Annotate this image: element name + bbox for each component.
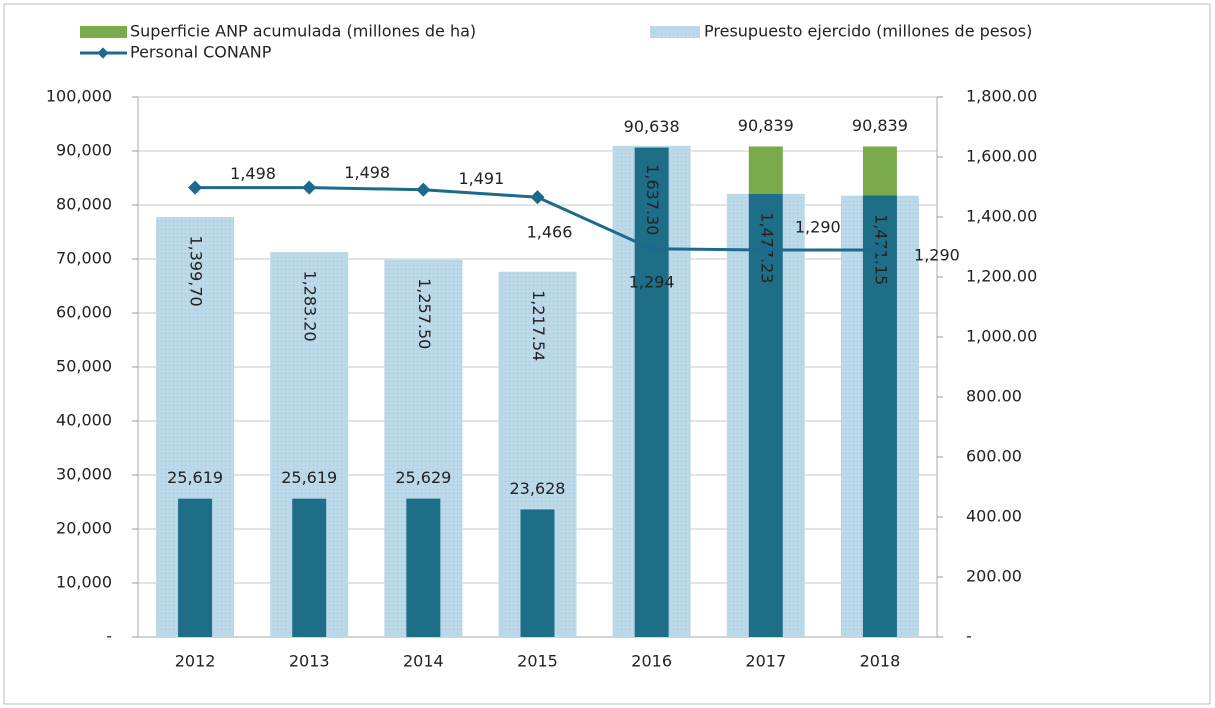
area-bar <box>292 498 327 637</box>
area-value-label: 90,839 <box>852 116 908 135</box>
frame <box>3 3 1211 705</box>
y-tick-label: 90,000 <box>56 141 112 160</box>
y-tick-label: 100,000 <box>46 87 112 106</box>
y-tick-label: 40,000 <box>56 411 112 430</box>
y-tick-label: - <box>106 627 112 646</box>
legend-swatch <box>650 26 700 38</box>
x-tick-label: 2017 <box>745 652 786 671</box>
budget-value-label: 1,399,70 <box>187 235 206 306</box>
y2-tick-label: 1,800.00 <box>966 87 1037 106</box>
staff-value-label: 1,466 <box>527 223 573 242</box>
area-value-label: 25,619 <box>167 468 223 487</box>
area-bar <box>406 498 441 637</box>
x-tick-label: 2014 <box>403 652 444 671</box>
area-bar <box>634 147 669 637</box>
staff-value-label: 1,294 <box>629 272 675 291</box>
area-bar <box>748 146 783 637</box>
staff-value-label: 1,290 <box>914 246 960 265</box>
y2-tick-label: 1,200.00 <box>966 267 1037 286</box>
y2-tick-label: - <box>966 627 972 646</box>
staff-marker <box>758 242 773 258</box>
area-bar <box>862 146 897 637</box>
x-tick-label: 2018 <box>860 652 901 671</box>
legend-label: Personal CONANP <box>130 43 272 62</box>
staff-marker <box>302 180 317 195</box>
y2-tick-label: 1,600.00 <box>966 147 1037 166</box>
staff-value-label: 1,491 <box>458 169 504 188</box>
area-value-label: 23,628 <box>510 479 566 498</box>
budget-value-label: 1,283.20 <box>301 270 320 341</box>
staff-marker <box>188 180 203 195</box>
staff-value-label: 1,498 <box>344 163 390 182</box>
legend-marker <box>97 47 109 59</box>
y-tick-label: 30,000 <box>56 465 112 484</box>
area-value-label: 25,629 <box>395 468 451 487</box>
area-value-label: 90,839 <box>738 116 794 135</box>
area-value-label: 90,638 <box>624 117 680 136</box>
y-tick-label: 80,000 <box>56 195 112 214</box>
staff-value-label: 1,498 <box>230 164 276 183</box>
legend-swatch <box>80 26 127 38</box>
staff-marker <box>416 182 431 197</box>
x-tick-label: 2013 <box>289 652 330 671</box>
staff-marker <box>872 242 887 258</box>
y-tick-label: 70,000 <box>56 249 112 268</box>
budget-value-label: 1,637.30 <box>643 164 662 235</box>
area-bar <box>520 509 555 637</box>
x-tick-label: 2012 <box>175 652 216 671</box>
y-tick-label: 60,000 <box>56 303 112 322</box>
staff-value-label: 1,290 <box>795 218 841 237</box>
area-value-label: 25,619 <box>281 468 337 487</box>
y2-tick-label: 1,000.00 <box>966 327 1037 346</box>
y-tick-label: 20,000 <box>56 519 112 538</box>
budget-value-label: 1,257.50 <box>415 278 434 349</box>
y2-tick-label: 1,400.00 <box>966 207 1037 226</box>
legend-label: Presupuesto ejercido (millones de pesos) <box>704 22 1032 41</box>
y2-tick-label: 400.00 <box>966 507 1022 526</box>
y2-tick-label: 600.00 <box>966 447 1022 466</box>
staff-marker <box>644 241 659 256</box>
y2-tick-label: 800.00 <box>966 387 1022 406</box>
y-tick-label: 50,000 <box>56 357 112 376</box>
y-tick-label: 10,000 <box>56 573 112 592</box>
budget-value-label: 1,217.54 <box>529 290 548 361</box>
staff-marker <box>530 190 545 205</box>
legend-label: Superficie ANP acumulada (millones de ha… <box>130 22 476 41</box>
area-bar <box>178 498 213 637</box>
x-tick-label: 2015 <box>517 652 558 671</box>
y2-tick-label: 200.00 <box>966 567 1022 586</box>
x-tick-label: 2016 <box>631 652 672 671</box>
